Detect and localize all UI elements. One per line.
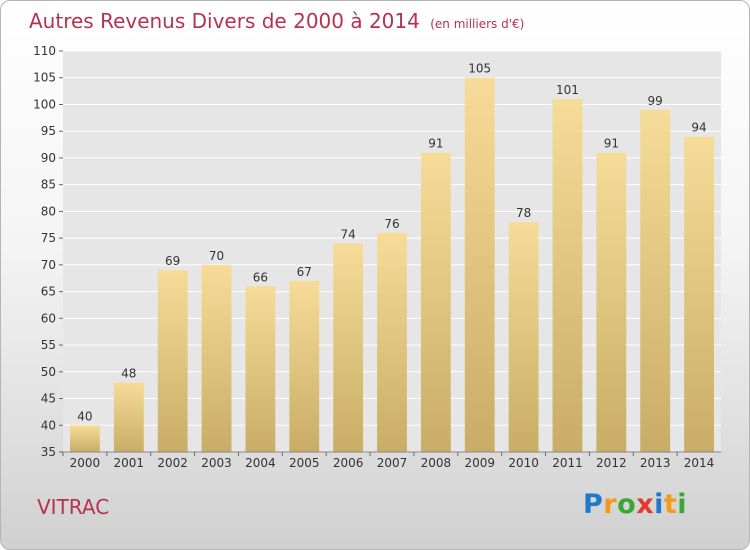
logo-letter: i (677, 489, 688, 520)
bar-value-label: 101 (556, 83, 579, 97)
logo-letter: i (654, 489, 664, 520)
x-tick-label: 2007 (377, 456, 408, 470)
y-tick-label: 70 (41, 258, 56, 272)
x-tick-label: 2004 (245, 456, 276, 470)
bar-value-label: 67 (297, 265, 312, 279)
x-tick-label: 2014 (684, 456, 715, 470)
logo-letter: o (617, 489, 637, 520)
bar-value-label: 48 (121, 366, 136, 380)
bar-2005 (289, 280, 320, 452)
bar-value-label: 76 (384, 217, 399, 231)
bar-value-label: 69 (165, 254, 180, 268)
y-tick-label: 65 (41, 285, 56, 299)
x-tick-label: 2006 (333, 456, 364, 470)
bar-value-label: 40 (77, 409, 92, 423)
bar-value-label: 91 (604, 137, 619, 151)
bar-value-label: 94 (691, 121, 706, 135)
y-tick-label: 55 (41, 338, 56, 352)
bar-value-label: 74 (340, 227, 355, 241)
y-tick-label: 40 (41, 418, 56, 432)
x-tick-label: 2005 (289, 456, 320, 470)
y-tick-label: 95 (41, 124, 56, 138)
bar-value-label: 99 (648, 94, 663, 108)
x-tick-label: 2001 (114, 456, 145, 470)
x-tick-label: 2009 (464, 456, 495, 470)
y-tick-label: 50 (41, 365, 56, 379)
bar-2009 (464, 77, 495, 452)
bar-2012 (596, 152, 627, 452)
y-tick-label: 110 (33, 44, 56, 58)
y-tick-label: 75 (41, 231, 56, 245)
bar-2007 (377, 232, 407, 452)
chart-title: Autres Revenus Divers de 2000 à 2014 (en… (29, 9, 524, 33)
bar-2013 (640, 109, 671, 453)
x-tick-label: 2000 (70, 456, 101, 470)
bar-value-label: 105 (468, 62, 491, 76)
x-tick-label: 2010 (508, 456, 539, 470)
x-tick-label: 2003 (201, 456, 232, 470)
bar-2006 (333, 243, 364, 452)
bar-2000 (70, 425, 100, 452)
y-tick-label: 105 (33, 71, 56, 85)
y-tick-label: 35 (41, 445, 56, 459)
y-tick-label: 45 (41, 392, 56, 406)
logo-letter: r (603, 489, 618, 520)
data-labels: 40 48 69 70 66 67 74 76 91 105 78 101 91 99 94 (77, 62, 706, 424)
bar-value-label: 78 (516, 206, 531, 220)
logo-letter: x (636, 489, 655, 520)
chart-subtitle: (en milliers d'€) (430, 17, 525, 31)
bar-2008 (420, 152, 451, 452)
y-axis-ticks: 35 40 45 50 55 60 65 70 75 80 85 90 95 100 105 110 (33, 44, 63, 459)
bar-2002 (157, 270, 188, 452)
bar-2010 (508, 222, 539, 452)
bars (70, 77, 714, 453)
y-tick-label: 60 (41, 311, 56, 325)
y-tick-label: 80 (41, 204, 56, 218)
logo-letter: P (583, 489, 604, 520)
x-tick-label: 2012 (596, 456, 627, 470)
logo-letter: t (663, 489, 678, 520)
bar-value-label: 70 (209, 249, 224, 263)
chart-title-text: Autres Revenus Divers de 2000 à 2014 (29, 9, 420, 33)
bar-2004 (245, 286, 276, 452)
y-tick-label: 100 (33, 97, 56, 111)
town-name: VITRAC (37, 495, 110, 519)
bar-2001 (113, 382, 144, 452)
bar-2003 (201, 264, 232, 452)
x-tick-label: 2011 (552, 456, 583, 470)
y-tick-label: 85 (41, 178, 56, 192)
bar-2014 (684, 136, 714, 452)
bar-value-label: 91 (428, 137, 443, 151)
bar-value-label: 66 (253, 270, 268, 284)
x-tick-label: 2002 (157, 456, 188, 470)
x-tick-label: 2008 (421, 456, 452, 470)
x-tick-label: 2013 (640, 456, 671, 470)
proxiti-logo: Proxiti (583, 489, 687, 520)
bar-2011 (552, 99, 583, 453)
y-tick-label: 90 (41, 151, 56, 165)
x-axis-ticks: 2000 2001 2002 2003 2004 2005 2006 2007 2008 2009… (62, 451, 721, 470)
